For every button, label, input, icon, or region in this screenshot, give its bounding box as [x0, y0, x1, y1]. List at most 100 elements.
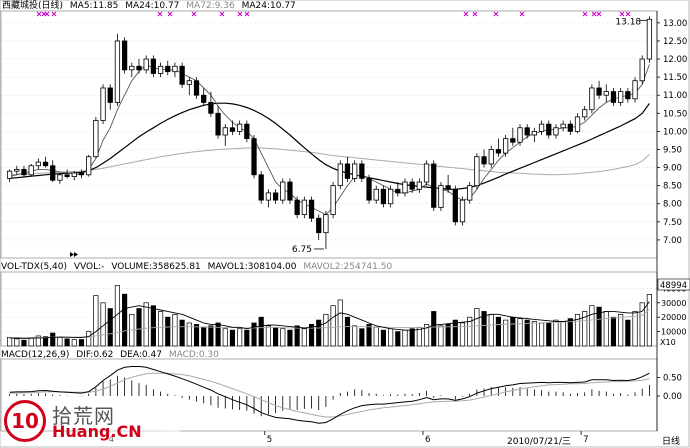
volume-bar-down [380, 329, 386, 347]
price-tick-label: 12.50 [663, 37, 687, 47]
volume-bar-down [366, 324, 372, 347]
price-header: 西藏城投(日线) MA5:11.85 MA24:10.77 MA72:9.36 … [2, 1, 300, 12]
volume-bar-up [330, 305, 336, 347]
volume-bar-up [7, 337, 13, 347]
volume-bar-down [510, 316, 516, 347]
volume-indicator-label: VOL-TDX(5,40) [1, 262, 68, 272]
volume-bar-down [208, 325, 214, 347]
candle-down [179, 65, 185, 85]
candle-down [524, 127, 530, 136]
volume-bar-up [589, 305, 595, 347]
volume-bar-down [287, 329, 293, 347]
volume-bar-up [582, 311, 588, 347]
volume-bar-up [186, 322, 192, 347]
volume-bar-up [632, 311, 638, 347]
volume-bar-up [71, 339, 77, 347]
price-tick-label: 8.50 [663, 182, 682, 192]
volume-bar-down [244, 329, 250, 347]
signal-cross [191, 11, 197, 17]
candle-down [215, 112, 221, 136]
candle-up [14, 168, 20, 172]
candle-down [380, 188, 387, 205]
volume-bar-up [143, 302, 149, 347]
ma24b-readout: MA24:10.77 [241, 1, 296, 11]
volume-bar-up [603, 311, 609, 347]
volume-bar-up [28, 337, 34, 347]
candle-up [387, 188, 394, 205]
volume-bar-up [172, 313, 178, 347]
candle-down [50, 165, 56, 181]
candle-up [352, 163, 358, 179]
candle-down [366, 178, 372, 201]
candle-down [165, 65, 171, 73]
candle-down [193, 80, 200, 96]
signal-cross [244, 11, 250, 17]
volume-bar-up [560, 321, 566, 347]
volume-bar-down [308, 324, 315, 347]
volume-bar-down [481, 311, 487, 347]
signal-cross [519, 11, 525, 17]
month-label: 6 [425, 435, 430, 445]
volume-bar-up [280, 328, 286, 347]
volume-bar-up [323, 313, 329, 347]
volume-bar-down [495, 316, 502, 347]
candle-up [186, 80, 192, 85]
volume-bar-down [229, 329, 236, 347]
price-tick-label: 9.00 [663, 164, 682, 174]
candle-up [172, 65, 178, 73]
candle-up [157, 65, 164, 74]
volume-bar-up [402, 329, 408, 347]
price-y-axis: 7.00 7.50 8.00 8.50 9.00 9.50 10.00 10.50 11.00 1… [657, 19, 687, 246]
dea-line [9, 372, 650, 418]
price-tick-label: 8.00 [663, 200, 682, 210]
candle-up [474, 156, 480, 187]
volume-bar-down [42, 336, 49, 347]
volume-bar-up [86, 331, 92, 347]
period-label: 日线 [662, 437, 681, 447]
price-grid [2, 22, 657, 241]
volume-bar-up [265, 325, 271, 347]
volume-bar-down [165, 316, 171, 347]
volume-bar-down [78, 339, 85, 347]
signal-cross [463, 11, 469, 17]
macd-tick-label: 0.50 [663, 374, 682, 384]
volume-grid [2, 288, 657, 332]
volume-bar-down [251, 322, 257, 347]
volume-bar-up [35, 335, 41, 347]
candle-up [459, 199, 466, 223]
candle-up [517, 127, 523, 143]
volume-bar-up [157, 311, 164, 347]
volume-bar-down [150, 305, 156, 347]
volume-tick-label: 30000 [661, 299, 686, 308]
volume-bar-up [618, 313, 624, 347]
volume-bar-up [438, 325, 444, 347]
candle-down [64, 174, 70, 178]
volume-bar-down [107, 308, 113, 347]
candle-up [582, 109, 588, 118]
candle-up [574, 116, 581, 132]
candle-up [301, 199, 307, 215]
candle-up [553, 127, 559, 136]
signal-cross [472, 11, 478, 17]
candle-up [71, 172, 77, 178]
candle-up [603, 91, 609, 96]
cursor-date: 2010/07/21/三 [507, 437, 571, 447]
signal-cross [51, 11, 57, 17]
volume-current-label: 48994 [660, 281, 687, 291]
candle-up [93, 120, 99, 158]
volume-bar-up [388, 328, 394, 347]
price-tick-label: 7.50 [663, 218, 682, 228]
signal-cross [36, 11, 42, 17]
candle-down [445, 185, 451, 190]
candle-down [510, 138, 516, 143]
mavol2-readout: MAVOL2:254741.50 [303, 262, 393, 272]
volume-bar-up [538, 322, 545, 347]
volume-bars [7, 285, 652, 347]
candle-down [625, 91, 631, 100]
volume-ma-lines [9, 301, 650, 339]
volume-bar-up [531, 321, 537, 347]
volume-bar-down [445, 324, 451, 347]
volume-y-axis: 1000020000300004000048994X10 [657, 278, 690, 347]
candle-up [502, 138, 509, 154]
